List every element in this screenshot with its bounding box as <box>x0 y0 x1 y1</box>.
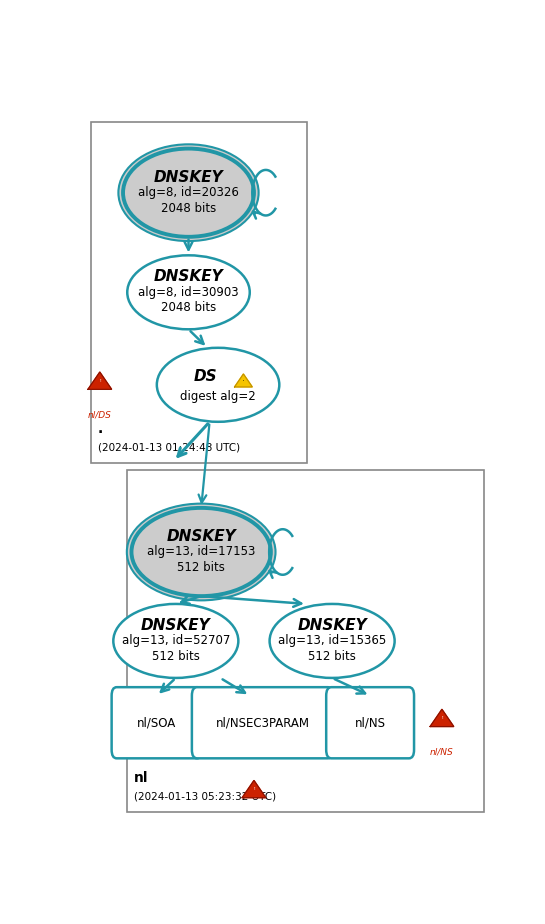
Polygon shape <box>430 710 454 726</box>
Text: 512 bits: 512 bits <box>152 650 200 663</box>
Text: nl/NS: nl/NS <box>355 716 386 729</box>
Ellipse shape <box>118 144 259 241</box>
Text: (2024-01-13 01:24:48 UTC): (2024-01-13 01:24:48 UTC) <box>98 443 240 453</box>
Text: nl/DS: nl/DS <box>88 410 112 419</box>
Text: nl/NS: nl/NS <box>430 748 454 757</box>
Text: DNSKEY: DNSKEY <box>154 169 223 185</box>
Text: nl: nl <box>134 771 148 784</box>
Text: digest alg=2: digest alg=2 <box>180 390 256 403</box>
Text: 2048 bits: 2048 bits <box>161 301 216 314</box>
Ellipse shape <box>270 604 395 678</box>
Ellipse shape <box>113 604 238 678</box>
FancyBboxPatch shape <box>128 470 484 811</box>
Text: .: . <box>98 422 103 436</box>
Ellipse shape <box>127 504 276 601</box>
FancyBboxPatch shape <box>192 687 333 759</box>
Text: !: ! <box>243 380 244 381</box>
Text: DNSKEY: DNSKEY <box>166 529 236 544</box>
Text: DNSKEY: DNSKEY <box>297 618 367 633</box>
Polygon shape <box>242 781 266 797</box>
FancyBboxPatch shape <box>92 122 307 463</box>
Polygon shape <box>234 374 252 387</box>
Text: alg=13, id=17153: alg=13, id=17153 <box>147 545 256 558</box>
Ellipse shape <box>157 347 280 421</box>
Text: (2024-01-13 05:23:32 UTC): (2024-01-13 05:23:32 UTC) <box>134 791 276 801</box>
Polygon shape <box>88 372 112 389</box>
Text: 2048 bits: 2048 bits <box>161 201 216 215</box>
Text: alg=8, id=20326: alg=8, id=20326 <box>138 187 239 200</box>
Text: !: ! <box>253 787 255 791</box>
Ellipse shape <box>123 149 254 237</box>
Text: !: ! <box>441 716 443 720</box>
Text: 512 bits: 512 bits <box>308 650 356 663</box>
Text: alg=13, id=52707: alg=13, id=52707 <box>122 635 230 648</box>
FancyBboxPatch shape <box>326 687 414 759</box>
Text: !: ! <box>99 379 101 383</box>
Text: DS: DS <box>193 369 217 383</box>
Text: nl/SOA: nl/SOA <box>137 716 177 729</box>
Ellipse shape <box>131 508 271 596</box>
Text: nl/NSEC3PARAM: nl/NSEC3PARAM <box>215 716 310 729</box>
Text: 512 bits: 512 bits <box>177 561 225 574</box>
Text: DNSKEY: DNSKEY <box>141 618 211 633</box>
Ellipse shape <box>128 255 250 329</box>
Text: DNSKEY: DNSKEY <box>154 269 223 285</box>
Text: alg=13, id=15365: alg=13, id=15365 <box>278 635 386 648</box>
FancyBboxPatch shape <box>112 687 202 759</box>
Text: alg=8, id=30903: alg=8, id=30903 <box>138 286 239 298</box>
